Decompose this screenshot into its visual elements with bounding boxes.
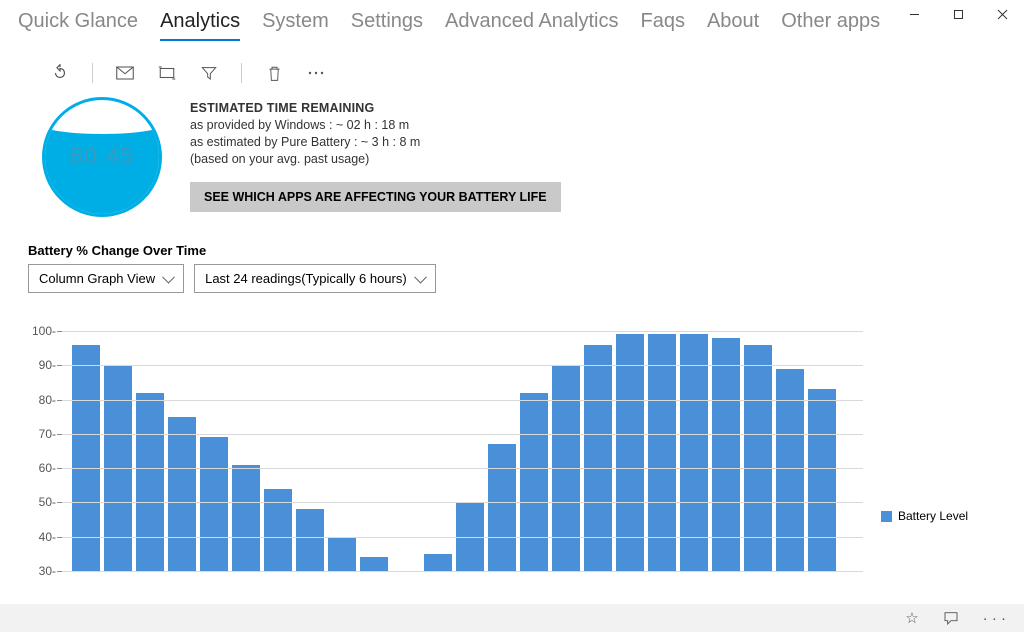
y-axis-label: 60- [39,461,56,475]
chart-bar [136,393,164,571]
nav-item-quick-glance[interactable]: Quick Glance [18,10,138,41]
estimate-heading: ESTIMATED TIME REMAINING [190,101,561,115]
chart-bar [808,389,836,571]
y-axis-label: 70- [39,427,56,441]
grid-line [62,434,863,435]
nav-item-analytics[interactable]: Analytics [160,10,240,41]
chart-section-title: Battery % Change Over Time [28,243,1024,258]
statusbar-more-icon[interactable]: · · · [983,610,1006,627]
chart-bar [168,417,196,571]
grid-line [62,537,863,538]
chart-bar [360,557,388,571]
time-range-dropdown[interactable]: Last 24 readings(Typically 6 hours) [194,264,436,293]
mail-icon[interactable] [111,59,139,87]
chart-bar [200,437,228,571]
see-apps-button[interactable]: SEE WHICH APPS ARE AFFECTING YOUR BATTER… [190,182,561,212]
nav-item-system[interactable]: System [262,10,329,41]
feedback-icon[interactable] [943,610,959,626]
nav-item-faqs[interactable]: Faqs [640,10,684,41]
y-axis-label: 40- [39,530,56,544]
refresh-icon[interactable] [46,59,74,87]
chart-legend: Battery Level [881,441,968,591]
y-axis-label: 100- [32,324,56,338]
chart-bar [648,334,676,571]
chart-bar [264,489,292,571]
more-icon[interactable] [302,59,330,87]
grid-line [62,331,863,332]
chart-bar [488,444,516,571]
grid-line [62,400,863,401]
rectangle-icon[interactable] [153,59,181,87]
estimate-line-2: as estimated by Pure Battery : ~ 3 h : 8… [190,134,561,151]
window-maximize-button[interactable] [936,0,980,28]
nav-item-settings[interactable]: Settings [351,10,423,41]
favorite-icon[interactable]: ☆ [905,609,918,627]
nav-item-about[interactable]: About [707,10,759,41]
estimate-line-1: as provided by Windows : ~ 02 h : 18 m [190,117,561,134]
chart-bar [296,509,324,571]
battery-percent-text: 80.45 [69,143,134,171]
window-minimize-button[interactable] [892,0,936,28]
chart-bar [328,537,356,571]
y-axis-label: 30- [39,564,56,578]
battery-chart: 30-40-50-60-70-80-90-100- Battery Level [28,331,1024,591]
nav-item-advanced-analytics[interactable]: Advanced Analytics [445,10,618,41]
legend-label: Battery Level [898,509,968,523]
battery-gauge: 80.45 [42,97,162,217]
chart-bar [680,334,708,571]
y-axis-label: 80- [39,393,56,407]
grid-line [62,468,863,469]
graph-view-dropdown[interactable]: Column Graph View [28,264,184,293]
grid-line [62,365,863,366]
chart-bar [232,465,260,571]
nav-item-other-apps[interactable]: Other apps [781,10,880,41]
legend-swatch [881,511,892,522]
y-axis-label: 50- [39,495,56,509]
chart-bar [424,554,452,571]
y-axis-label: 90- [39,358,56,372]
window-close-button[interactable] [980,0,1024,28]
chart-bar [520,393,548,571]
chart-bar [616,334,644,571]
estimate-line-3: (based on your avg. past usage) [190,151,561,168]
trash-icon[interactable] [260,59,288,87]
grid-line [62,502,863,503]
grid-line [62,571,863,572]
filter-icon[interactable] [195,59,223,87]
